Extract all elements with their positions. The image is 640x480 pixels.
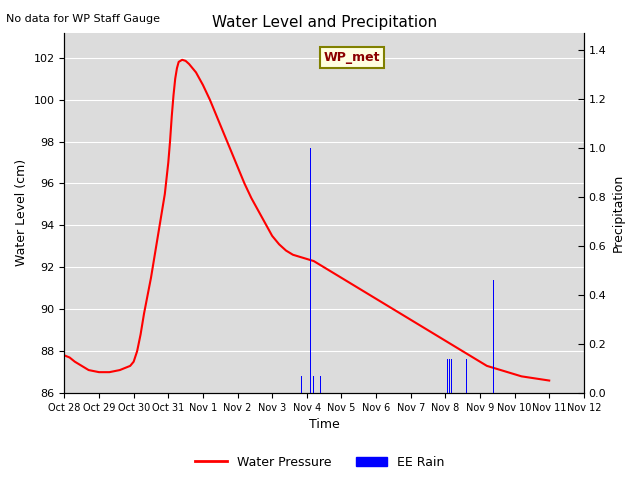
Text: WP_met: WP_met	[324, 51, 381, 64]
Y-axis label: Precipitation: Precipitation	[612, 174, 625, 252]
Bar	[449, 359, 450, 393]
Bar	[493, 280, 494, 393]
Bar	[301, 376, 302, 393]
Title: Water Level and Precipitation: Water Level and Precipitation	[212, 15, 436, 30]
Text: No data for WP Staff Gauge: No data for WP Staff Gauge	[6, 14, 161, 24]
Y-axis label: Water Level (cm): Water Level (cm)	[15, 159, 28, 266]
Bar	[451, 359, 452, 393]
Bar	[447, 359, 448, 393]
X-axis label: Time: Time	[308, 419, 339, 432]
Bar	[466, 359, 467, 393]
Bar	[320, 376, 321, 393]
Bar	[452, 376, 453, 393]
Legend: Water Pressure, EE Rain: Water Pressure, EE Rain	[190, 451, 450, 474]
Bar	[445, 45, 447, 393]
